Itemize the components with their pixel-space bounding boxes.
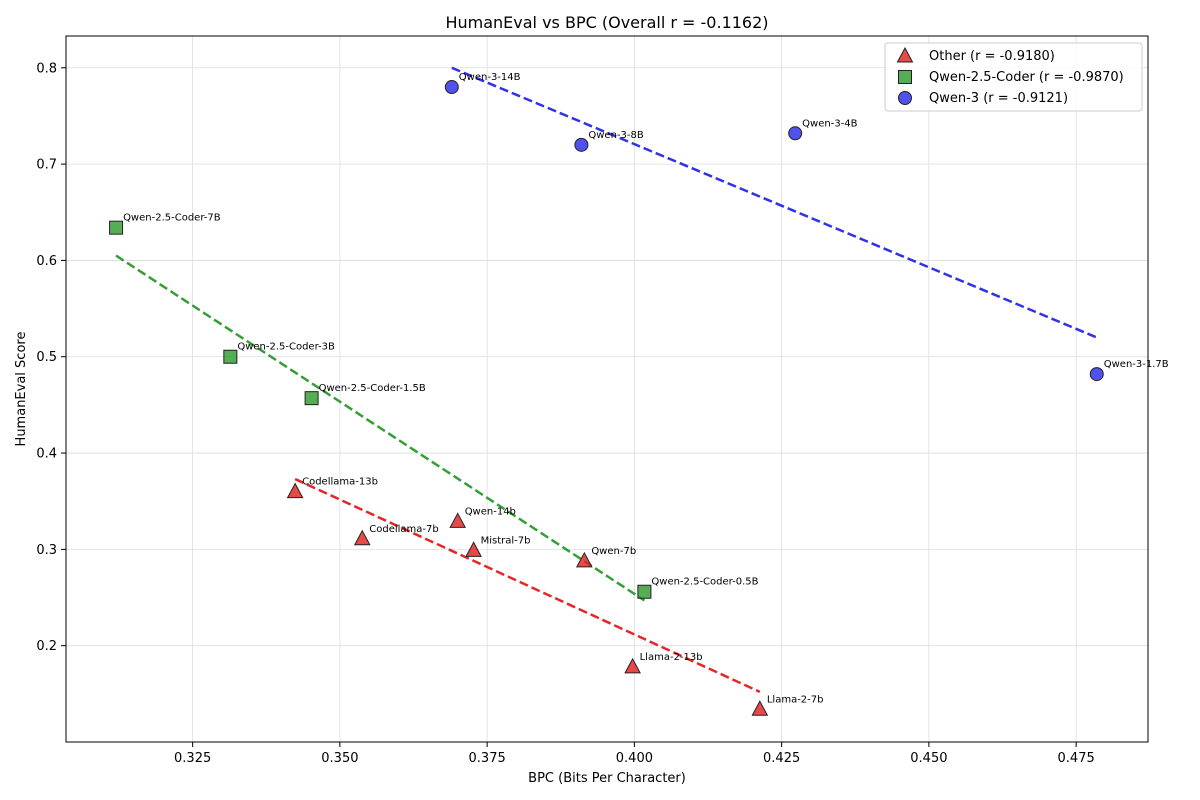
data-point <box>449 512 467 528</box>
x-tick-label: 0.400 <box>616 751 653 766</box>
legend-entry: Qwen-2.5-Coder (r = -0.9870) <box>929 70 1124 85</box>
point-label: Qwen-2.5-Coder-3B <box>237 342 335 353</box>
trend-lines <box>115 66 1098 694</box>
data-point <box>624 657 641 674</box>
point-label: Qwen-7b <box>591 546 636 557</box>
y-tick-label: 0.3 <box>36 543 57 558</box>
y-tick-label: 0.7 <box>36 158 57 173</box>
data-point <box>637 584 652 599</box>
y-axis-title: HumanEval Score <box>14 332 29 447</box>
x-axis-ticks: 0.325 0.350 0.375 0.400 0.425 0.450 0.475 <box>174 742 1095 766</box>
legend-marker <box>898 91 912 105</box>
data-point <box>353 529 371 546</box>
point-label: Qwen-3-8B <box>588 130 643 141</box>
data-point <box>575 551 593 568</box>
y-tick-label: 0.6 <box>36 254 57 269</box>
point-label: Llama-2-7b <box>767 694 824 705</box>
legend-marker <box>896 46 914 63</box>
trend-line <box>115 254 646 602</box>
data-point <box>304 391 319 406</box>
data-point <box>1089 367 1104 382</box>
y-axis-ticks: 0.2 0.3 0.4 0.5 0.6 0.7 0.8 <box>36 61 66 654</box>
point-label: Qwen-3-4B <box>802 118 857 129</box>
trend-line <box>294 477 761 694</box>
data-point <box>109 220 124 235</box>
point-label: Qwen-2.5-Coder-1.5B <box>319 383 426 394</box>
point-labels: Codellama-13b Codellama-7b Qwen-14b Mistral… <box>123 72 1169 705</box>
legend-entry: Other (r = -0.9180) <box>929 49 1055 64</box>
data-point <box>444 80 459 95</box>
data-point <box>574 137 589 152</box>
data-points <box>109 80 1104 716</box>
data-point <box>788 126 803 141</box>
y-tick-label: 0.8 <box>36 61 57 76</box>
point-label: Mistral-7b <box>481 535 531 546</box>
legend-entry: Qwen-3 (r = -0.9121) <box>929 91 1068 106</box>
plot-frame <box>65 35 1149 743</box>
y-tick-label: 0.2 <box>36 639 57 654</box>
data-point <box>465 541 482 557</box>
x-axis-title: BPC (Bits Per Character) <box>528 771 686 786</box>
legend-box <box>884 42 1143 112</box>
data-point <box>286 482 304 499</box>
legend: Other (r = -0.9180) Qwen-2.5-Coder (r = -… <box>884 42 1143 112</box>
point-label: Qwen-2.5-Coder-0.5B <box>651 577 758 588</box>
data-point <box>751 700 769 716</box>
x-tick-label: 0.475 <box>1058 751 1095 766</box>
y-tick-label: 0.5 <box>36 350 57 365</box>
point-label: Qwen-2.5-Coder-7B <box>123 213 221 224</box>
x-tick-label: 0.325 <box>174 751 211 766</box>
point-label: Codellama-7b <box>369 524 438 535</box>
data-point <box>223 349 238 364</box>
legend-marker <box>898 70 912 84</box>
point-label: Qwen-14b <box>465 506 516 517</box>
point-label: Llama-2-13b <box>640 652 703 663</box>
x-tick-label: 0.425 <box>763 751 800 766</box>
grid <box>66 36 1148 742</box>
point-label: Qwen-3-14B <box>459 72 521 83</box>
x-tick-label: 0.450 <box>910 751 947 766</box>
chart-title: HumanEval vs BPC (Overall r = -0.1162) <box>445 13 768 32</box>
point-label: Codellama-13b <box>302 477 378 488</box>
point-label: Qwen-3-1.7B <box>1104 359 1169 370</box>
y-tick-label: 0.4 <box>36 447 57 462</box>
x-tick-label: 0.375 <box>469 751 506 766</box>
x-tick-label: 0.350 <box>321 751 358 766</box>
